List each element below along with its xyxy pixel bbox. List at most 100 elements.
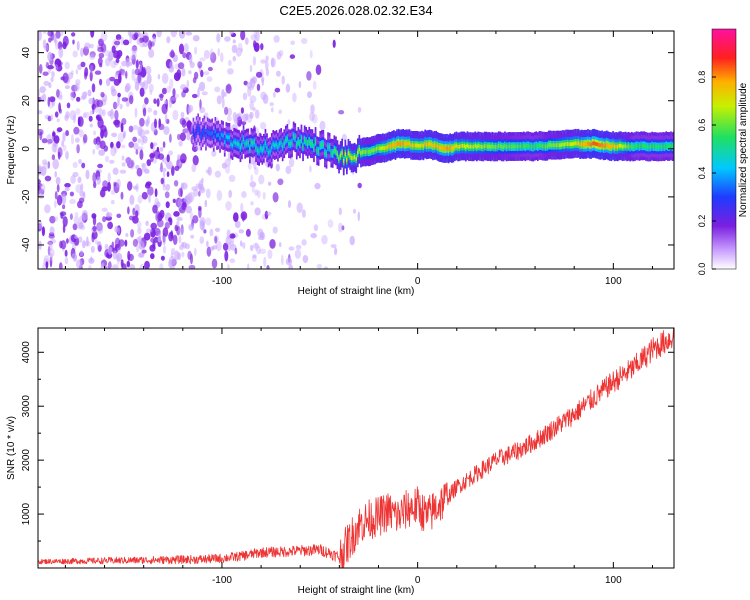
ridge-cell — [518, 144, 520, 149]
spectrogram-speckle — [98, 107, 103, 117]
ridge-cell — [363, 149, 365, 154]
ridge-cell — [663, 144, 666, 149]
ridge-cell — [557, 143, 560, 147]
spectrogram-speckle — [234, 118, 239, 125]
spectrogram-speckle — [80, 61, 86, 68]
ridge-cell — [494, 145, 497, 149]
spectrogram-speckle — [62, 72, 69, 84]
ridge-cell — [192, 130, 195, 134]
spectrogram-speckle — [197, 87, 200, 98]
spectrogram-speckle — [98, 149, 106, 156]
spectrogram-speckle — [79, 190, 86, 197]
ridge-cell — [339, 153, 342, 158]
ridge-cell — [211, 131, 214, 135]
spectrogram-speckle — [80, 183, 84, 192]
spectrogram-speckle — [161, 87, 167, 95]
spectrogram-speckle — [177, 154, 181, 161]
spectrogram-speckle — [116, 141, 121, 149]
ridge-cell — [317, 149, 320, 154]
spectrogram-speckle — [198, 207, 202, 219]
spectrogram-speckle — [88, 97, 94, 105]
spectrogram-speckle — [150, 222, 157, 230]
spectrogram-speckle — [117, 96, 120, 106]
spectrogram-speckle — [202, 221, 205, 232]
spectrogram-speckle — [180, 182, 184, 190]
spectrogram-speckle — [75, 108, 81, 115]
spectrogram-speckle — [76, 259, 83, 269]
spectrogram-speckle — [69, 191, 74, 197]
spectrogram-speckle — [180, 224, 184, 236]
ridge-cell — [515, 144, 517, 149]
spectrogram-speckle — [323, 266, 329, 269]
spectrogram-speckle — [104, 243, 109, 251]
ridge-cell — [386, 145, 389, 149]
spectrogram-speckle — [150, 253, 155, 260]
spectrogram-speckle — [266, 265, 270, 269]
spectrogram-speckle — [221, 89, 225, 99]
ridge-cell — [435, 143, 437, 148]
y-tick-label: -40 — [21, 237, 32, 252]
spectrogram-speckle — [119, 169, 127, 174]
spectrogram-speckle — [41, 226, 46, 237]
spectrogram-speckle — [188, 223, 194, 231]
spectrogram-speckle — [144, 260, 150, 269]
spectrogram-frame — [37, 30, 675, 270]
ridge-cell — [544, 144, 547, 149]
spectrogram-speckle — [80, 47, 84, 57]
spectrogram-speckle — [102, 216, 107, 223]
spectrogram-speckle — [119, 103, 123, 110]
spectrogram-speckle — [228, 189, 232, 199]
ridge-cell — [266, 145, 268, 150]
spectrogram-speckle — [110, 189, 116, 195]
ridge-cell — [630, 144, 633, 149]
spectrogram-speckle — [157, 232, 161, 243]
spectrogram-speckle — [131, 54, 136, 65]
spectrogram-speckle — [44, 175, 52, 182]
ridge-cell — [202, 130, 204, 135]
ridge-cell — [372, 148, 375, 153]
spectrogram-speckle — [153, 110, 158, 116]
ridge-cell — [527, 143, 530, 148]
ridge-cell — [242, 137, 245, 142]
spectrogram-speckle — [64, 256, 69, 265]
ridge-cell — [399, 142, 401, 146]
spectrogram-speckle — [134, 107, 138, 118]
spectrogram-speckle — [42, 71, 49, 76]
ridge-cell — [357, 150, 359, 155]
ridge-cell — [591, 141, 594, 146]
spectrogram-speckle — [79, 250, 84, 257]
spectrogram-speckle — [309, 111, 315, 122]
spectrogram-speckle — [169, 61, 174, 69]
spectrogram-speckle — [136, 221, 142, 229]
ridge-cell — [582, 142, 585, 147]
ridge-cell — [565, 142, 567, 146]
ridge-cell — [427, 142, 430, 147]
spectrogram-speckle — [301, 209, 306, 218]
spectrogram-speckle — [240, 202, 244, 213]
colorbar-tick-label: 0.0 — [697, 263, 707, 276]
spectrogram-speckle — [168, 217, 172, 223]
spectrogram-speckle — [125, 57, 130, 68]
spectrogram-speckle — [68, 72, 74, 80]
spectrogram-y-ticks: -40 -20 0 20 40 — [21, 47, 674, 270]
spectrogram-speckle — [96, 223, 102, 228]
spectrogram-speckle — [127, 181, 133, 191]
spectrogram-speckle — [236, 116, 243, 127]
spectrogram-speckle — [179, 132, 186, 141]
spectrogram-speckle — [188, 264, 196, 269]
spectrogram-speckle — [160, 177, 164, 185]
ridge-cell — [646, 145, 649, 149]
spectrogram-speckle — [203, 49, 210, 59]
spectrogram-speckle — [129, 264, 136, 269]
spectrogram-speckle — [152, 240, 156, 249]
ridge-cell — [455, 144, 458, 148]
spectrogram-speckle — [269, 239, 276, 249]
ridge-cell — [502, 145, 505, 149]
spectrogram-speckle — [162, 171, 166, 178]
spectrogram-speckle — [89, 64, 94, 74]
ridge-cell — [596, 142, 599, 147]
spectrogram-speckle — [180, 111, 185, 119]
spectrogram-speckle — [69, 110, 77, 121]
spectrogram-speckle — [134, 81, 140, 91]
spectrogram-speckle — [338, 222, 343, 233]
